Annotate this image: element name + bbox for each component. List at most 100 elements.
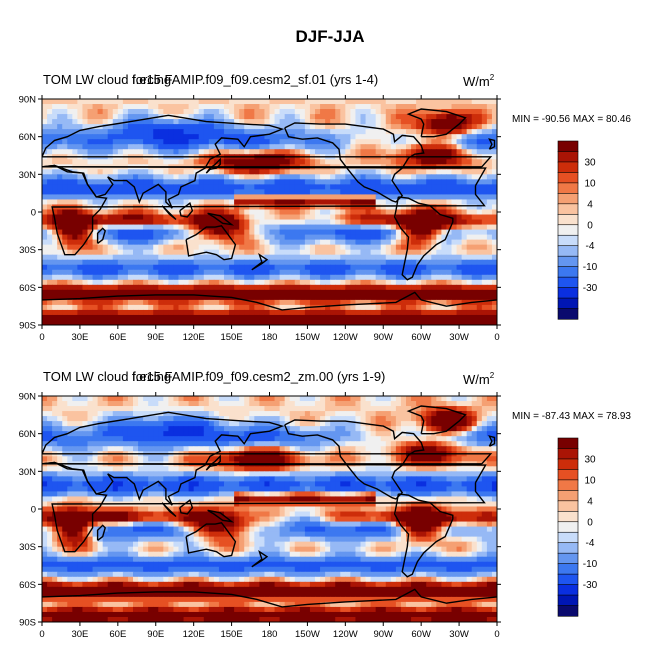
field-cell (325, 254, 331, 261)
field-cell (87, 129, 94, 135)
field-cell (335, 149, 341, 155)
field-cell (294, 294, 301, 301)
field-cell (72, 234, 78, 241)
field-cell (365, 264, 372, 271)
field-cell (218, 431, 225, 437)
field-cell (102, 259, 109, 266)
field-cell (274, 184, 281, 190)
field-cell (264, 194, 270, 200)
field-cell (416, 144, 422, 150)
field-cell (87, 411, 94, 417)
field-cell (360, 396, 367, 402)
field-cell (385, 159, 392, 165)
field-cell (72, 124, 78, 130)
field-cell (188, 294, 195, 301)
field-cell (325, 406, 331, 412)
field-cell (491, 416, 497, 422)
field-cell (57, 406, 63, 412)
field-cell (244, 314, 250, 321)
field-cell (274, 119, 281, 125)
field-cell (476, 431, 483, 437)
field-cell (178, 264, 185, 271)
field-cell (218, 229, 225, 236)
field-cell (163, 269, 169, 276)
field-cell (193, 416, 200, 422)
field-cell (264, 174, 270, 180)
field-cell (92, 406, 99, 412)
field-cell (188, 406, 195, 412)
field-cell (87, 299, 94, 306)
field-cell (173, 274, 179, 281)
field-cell (254, 319, 260, 325)
field-cell (42, 124, 48, 130)
field-cell (436, 309, 442, 316)
field-cell (213, 149, 220, 155)
field-cell (486, 406, 493, 412)
field-cell (244, 199, 250, 205)
field-cell (198, 314, 205, 321)
field-cell (486, 179, 493, 185)
field-cell (143, 239, 149, 246)
field-cell (370, 159, 377, 165)
field-cell (42, 264, 48, 271)
field-cell (208, 294, 215, 301)
field-cell (158, 254, 164, 261)
field-cell (229, 184, 235, 190)
field-cell (431, 214, 437, 221)
field-cell (82, 309, 88, 316)
field-cell (284, 194, 291, 200)
field-cell (244, 194, 250, 200)
field-cell (67, 441, 73, 447)
field-cell (188, 314, 195, 321)
field-cell (330, 174, 336, 180)
field-cell (122, 209, 129, 216)
field-cell (57, 299, 63, 306)
field-cell (446, 169, 452, 175)
field-cell (436, 184, 442, 190)
field-cell (102, 174, 109, 180)
field-cell (239, 304, 245, 311)
field-cell (168, 264, 174, 271)
field-cell (107, 319, 114, 325)
field-cell (122, 299, 129, 306)
field-cell (259, 264, 265, 271)
field-cell (67, 421, 73, 427)
field-cell (224, 144, 230, 150)
field-cell (289, 426, 296, 432)
field-cell (57, 284, 63, 291)
field-cell (102, 184, 109, 190)
field-cell (446, 254, 452, 261)
field-cell (244, 169, 250, 175)
field-cell (203, 269, 210, 276)
field-cell (461, 199, 468, 205)
field-cell (117, 184, 124, 190)
field-cell (117, 99, 124, 105)
field-cell (203, 209, 210, 216)
field-cell (52, 304, 58, 311)
field-cell (254, 169, 260, 175)
field-cell (117, 284, 124, 291)
field-cell (360, 299, 367, 306)
field-cell (188, 189, 195, 195)
field-cell (138, 159, 144, 165)
lon-tick-label: 0 (494, 332, 499, 343)
field-cell (390, 264, 397, 271)
field-cell (158, 244, 164, 251)
field-cell (117, 279, 124, 286)
field-cell (193, 299, 200, 306)
field-cell (47, 401, 53, 407)
field-cell (208, 264, 215, 271)
field-cell (92, 314, 99, 321)
field-cell (395, 279, 402, 286)
field-cell (244, 134, 250, 140)
field-cell (153, 239, 159, 246)
field-cell (416, 184, 422, 190)
field-cell (476, 184, 483, 190)
field-cell (77, 159, 83, 165)
field-cell (138, 109, 144, 115)
field-cell (400, 179, 407, 185)
field-cell (249, 421, 255, 427)
field-cell (335, 284, 341, 291)
field-cell (183, 119, 190, 125)
field-cell (441, 239, 447, 246)
